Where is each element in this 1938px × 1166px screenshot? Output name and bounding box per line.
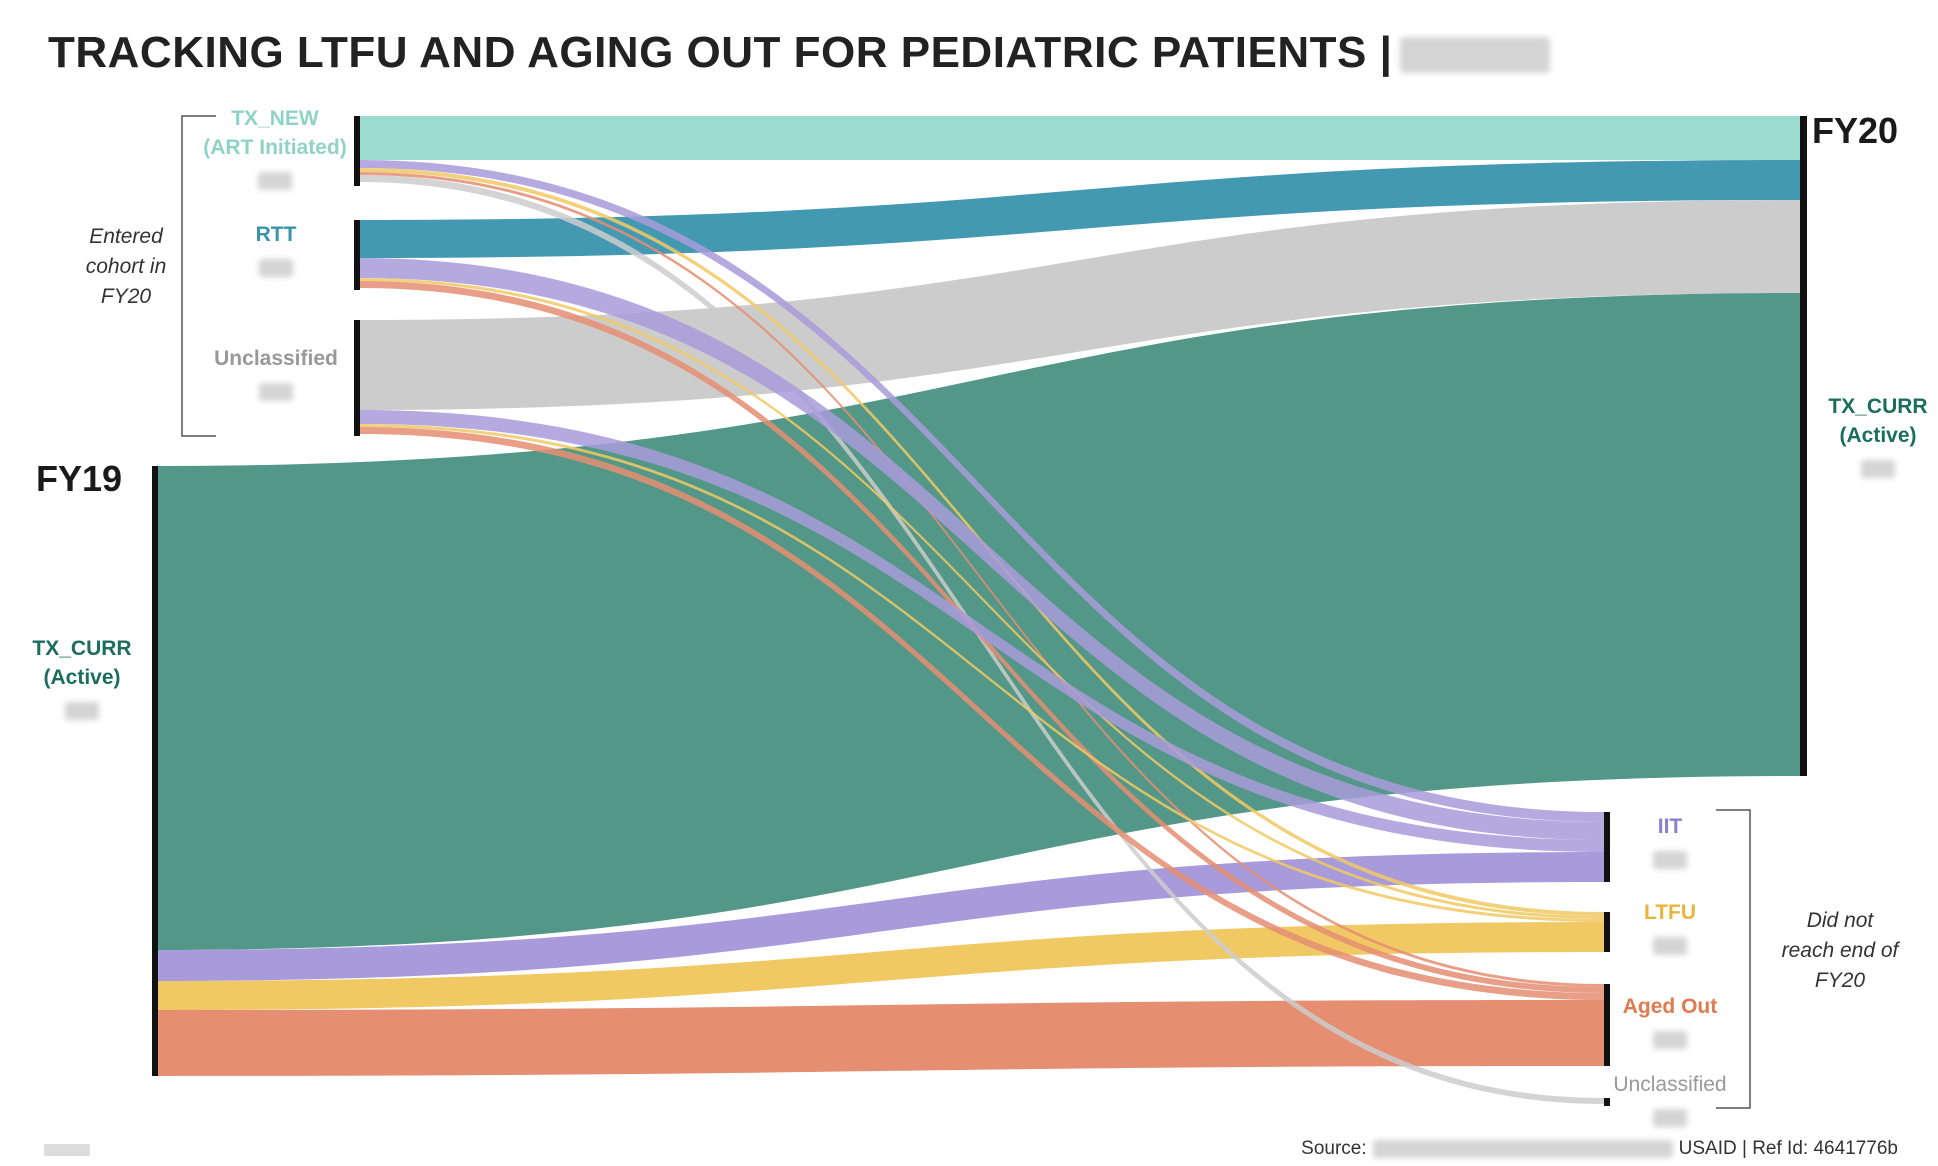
- page-title-text: TRACKING LTFU AND AGING OUT FOR PEDIATRI…: [48, 28, 1393, 77]
- node-label-tx-curr-fy19: TX_CURR (Active): [20, 634, 144, 721]
- node-label-tx-curr-fy20-line1: TX_CURR: [1828, 395, 1928, 418]
- bracket-entered-cohort: [181, 115, 216, 437]
- node-bar-group: [152, 116, 1807, 1106]
- node-bar-tx-curr-fy20: [1800, 116, 1807, 776]
- redacted-value: [65, 702, 99, 721]
- node-label-tx-curr-fy19-line2: (Active): [43, 666, 121, 689]
- flow-tx-new-to-tx-curr: [360, 116, 1800, 160]
- source-suffix: USAID | Ref Id: 4641776b: [1678, 1138, 1898, 1159]
- flow-unclassified-to-iit: [360, 410, 1604, 852]
- node-label-tx-curr-fy20-line2: (Active): [1839, 424, 1917, 447]
- node-bar-rtt: [354, 220, 360, 290]
- node-label-iit: IIT: [1620, 812, 1720, 870]
- node-label-rtt: RTT: [236, 220, 316, 278]
- node-label-unclassified-out: Unclassified: [1596, 1070, 1744, 1128]
- node-label-unclassified-in-line1: Unclassified: [214, 347, 338, 370]
- redacted-source: [1372, 1139, 1673, 1158]
- page-title: TRACKING LTFU AND AGING OUT FOR PEDIATRI…: [48, 28, 1551, 78]
- node-label-tx-new: TX_NEW (ART Initiated): [190, 104, 360, 191]
- period-label-fy19: FY19: [36, 458, 123, 499]
- node-bar-ltfu: [1604, 912, 1610, 952]
- redacted-value: [1653, 851, 1687, 870]
- node-bar-tx-curr-fy19: [152, 466, 158, 1076]
- flow-rtt-to-iit: [360, 258, 1604, 840]
- redacted-country: [1400, 37, 1551, 74]
- node-label-tx-new-line2: (ART Initiated): [203, 136, 347, 159]
- flow-fy19-tx-curr-to-aged-out: [157, 1000, 1604, 1076]
- note-entered-cohort: Entered cohort in FY20: [85, 225, 167, 308]
- bracket-did-not-reach: [1716, 809, 1751, 1109]
- flow-unclassified-to-aged-out: [360, 427, 1604, 1000]
- node-label-ltfu-line1: LTFU: [1643, 901, 1697, 924]
- node-label-aged-out-line1: Aged Out: [1622, 995, 1718, 1018]
- node-label-tx-curr-fy19-line1: TX_CURR: [32, 637, 132, 660]
- logo-icon: [44, 1144, 90, 1156]
- node-label-rtt-line1: RTT: [255, 223, 297, 246]
- source-label: Source:: [1301, 1138, 1367, 1159]
- flow-unclassified-to-ltfu: [360, 424, 1604, 922]
- node-label-unclassified-in: Unclassified: [200, 344, 352, 402]
- node-bar-iit: [1604, 812, 1610, 882]
- node-bar-unclassified-in: [354, 320, 360, 436]
- node-label-tx-curr-fy20: TX_CURR (Active): [1816, 392, 1938, 479]
- node-label-aged-out: Aged Out: [1604, 992, 1736, 1050]
- node-label-iit-line1: IIT: [1657, 815, 1683, 838]
- redacted-value: [258, 172, 292, 191]
- redacted-value: [1653, 937, 1687, 956]
- bracket-group: [181, 115, 1751, 1109]
- redacted-value: [259, 259, 293, 278]
- node-label-tx-new-line1: TX_NEW: [231, 107, 319, 130]
- flow-tx-new-to-iit: [360, 160, 1604, 822]
- source-footnote: Source: USAID | Ref Id: 4641776b: [1301, 1138, 1898, 1160]
- redacted-value: [1861, 460, 1895, 479]
- node-bar-aged-out: [1604, 984, 1610, 1066]
- flow-group: [157, 116, 1800, 1104]
- note-did-not-reach: Did not reach end of FY20: [1781, 909, 1899, 992]
- node-label-unclassified-out-line1: Unclassified: [1613, 1073, 1727, 1096]
- period-label-fy20: FY20: [1812, 110, 1899, 151]
- node-bar-unclassified-out: [1604, 1098, 1610, 1106]
- redacted-value: [1653, 1109, 1687, 1128]
- node-bar-tx-new: [354, 116, 360, 186]
- flow-fy19-tx-curr-to-ltfu: [157, 922, 1604, 1010]
- redacted-value: [259, 383, 293, 402]
- redacted-value: [1653, 1031, 1687, 1050]
- flow-rtt-to-tx-curr: [360, 160, 1800, 258]
- flow-tx-new-to-aged-out: [360, 172, 1604, 987]
- flow-rtt-to-ltfu: [360, 278, 1604, 919]
- node-label-ltfu: LTFU: [1620, 898, 1720, 956]
